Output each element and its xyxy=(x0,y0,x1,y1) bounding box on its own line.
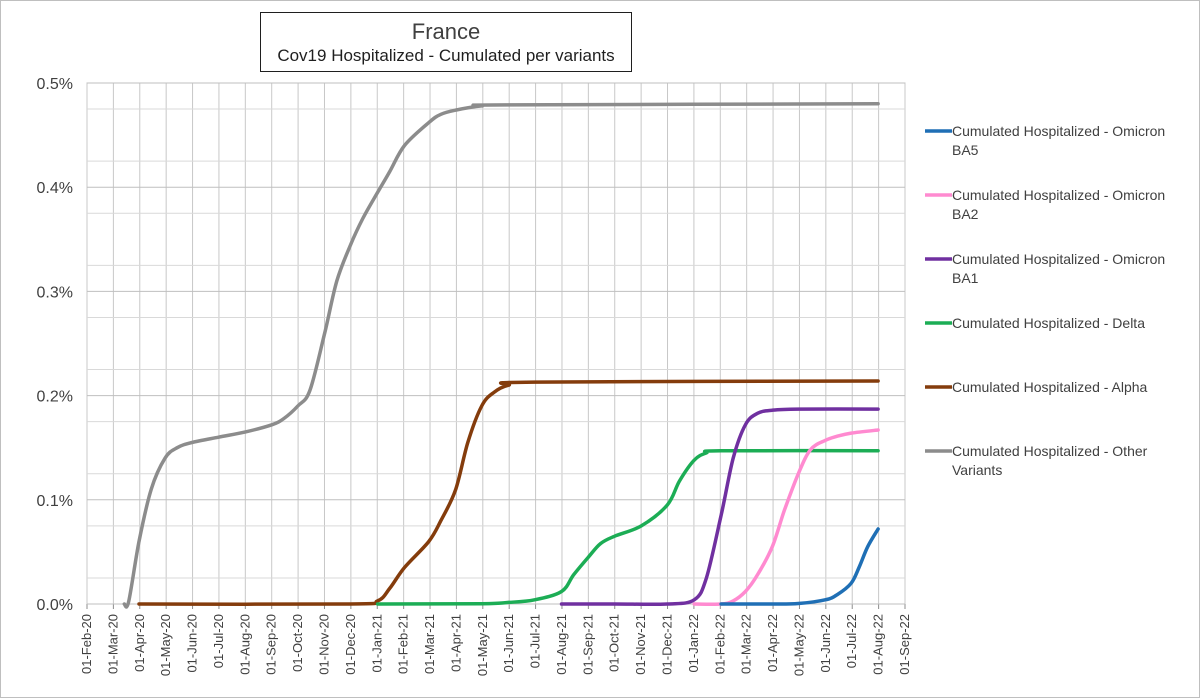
y-tick-label: 0.3% xyxy=(37,284,73,301)
series-line xyxy=(559,407,880,607)
legend-label: Cumulated Hospitalized - Omicron BA5 xyxy=(952,123,1165,158)
x-tick-label: 01-Aug-21 xyxy=(554,614,569,675)
x-tick-label: 01-Jan-22 xyxy=(686,614,701,673)
legend-label: Cumulated Hospitalized - Omicron BA1 xyxy=(952,251,1165,286)
x-tick-label: 01-May-21 xyxy=(475,614,490,676)
x-tick-label: 01-Jun-20 xyxy=(185,614,200,673)
series-line xyxy=(719,527,880,606)
y-tick-label: 0.4% xyxy=(37,180,73,197)
x-tick-label: 01-Nov-21 xyxy=(633,614,648,675)
x-tick-label: 01-Sep-21 xyxy=(580,614,595,675)
y-tick-label: 0.1% xyxy=(37,493,73,510)
x-tick-label: 01-Oct-20 xyxy=(290,614,305,672)
x-tick-label: 01-Feb-20 xyxy=(79,614,94,674)
x-tick-label: 01-Sep-20 xyxy=(264,614,279,675)
x-tick-label: 01-Jul-20 xyxy=(211,614,226,668)
chart-title-box: France Cov19 Hospitalized - Cumulated pe… xyxy=(260,12,632,72)
x-tick-label: 01-Feb-22 xyxy=(712,614,727,674)
series-line xyxy=(375,448,880,606)
x-tick-label: 01-May-20 xyxy=(158,614,173,676)
x-tick-label: 01-Jul-21 xyxy=(528,614,543,668)
y-tick-label: 0.2% xyxy=(37,389,73,406)
x-tick-label: 01-Mar-22 xyxy=(739,614,754,674)
x-tick-label: 01-Nov-20 xyxy=(316,614,331,675)
y-tick-label: 0.0% xyxy=(37,597,73,614)
legend-label: Cumulated Hospitalized - Delta xyxy=(952,315,1145,331)
x-tick-label: 01-Sep-22 xyxy=(897,614,912,675)
x-tick-label: 01-Mar-20 xyxy=(105,614,120,674)
x-tick-label: 01-Aug-20 xyxy=(237,614,252,675)
series-line xyxy=(137,379,880,606)
x-tick-label: 01-Jul-22 xyxy=(844,614,859,668)
x-tick-label: 01-Apr-21 xyxy=(448,614,463,672)
legend-label: Cumulated Hospitalized - Omicron BA2 xyxy=(952,187,1165,222)
x-tick-label: 01-Jan-21 xyxy=(369,614,384,673)
x-tick-label: 01-Mar-21 xyxy=(422,614,437,674)
x-tick-label: 01-Oct-21 xyxy=(607,614,622,672)
series-line xyxy=(692,428,880,606)
x-tick-label: 01-Jun-22 xyxy=(818,614,833,673)
chart-title: France xyxy=(411,19,481,44)
x-tick-label: 01-Apr-22 xyxy=(765,614,780,672)
x-tick-label: 01-Apr-20 xyxy=(132,614,147,672)
y-tick-label: 0.5% xyxy=(37,76,73,93)
series-line xyxy=(122,102,880,609)
x-tick-label: 01-Feb-21 xyxy=(396,614,411,674)
x-tick-label: 01-May-22 xyxy=(791,614,806,676)
legend-label: Cumulated Hospitalized - Alpha xyxy=(952,379,1148,395)
legend-label: Cumulated Hospitalized - Other Variants xyxy=(952,443,1148,478)
x-tick-label: 01-Jun-21 xyxy=(501,614,516,673)
x-tick-label: 01-Aug-22 xyxy=(871,614,886,675)
chart-subtitle: Cov19 Hospitalized - Cumulated per varia… xyxy=(277,46,615,65)
x-tick-label: 01-Dec-20 xyxy=(343,614,358,675)
x-tick-label: 01-Dec-21 xyxy=(660,614,675,675)
